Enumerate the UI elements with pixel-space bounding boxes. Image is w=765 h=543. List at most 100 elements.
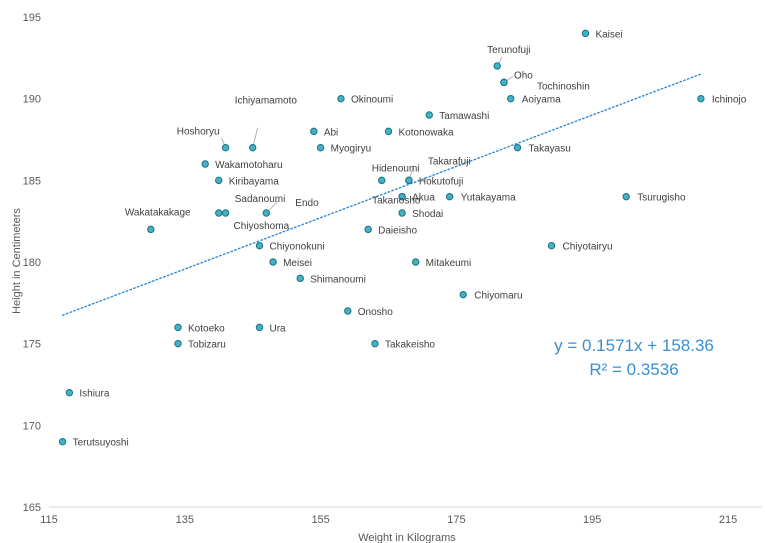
data-point [364,225,372,234]
data-point [255,241,264,250]
data-point [310,127,318,136]
point-label: Kotonowaka [399,127,454,138]
data-point [262,209,270,217]
trendline-equation: y = 0.1571x + 158.36 [554,336,714,355]
data-point [255,323,264,332]
y-tick-label: 180 [23,257,41,269]
data-point [344,307,352,315]
point-label: Takakeisho [385,340,435,351]
data-point [398,192,406,201]
point-label: Okinoumi [351,95,393,106]
data-point [513,143,522,152]
point-label: Kotoeko [188,323,225,334]
point-label: Ichinojo [712,95,747,106]
x-tick-labels: 115 135 155 175 195 215 [40,514,737,526]
point-label: Shimanoumi [310,274,366,285]
data-point [269,258,277,266]
point-label: Chiyotairyu [562,242,612,253]
data-point [405,176,413,185]
point-label: Kaisei [595,29,622,40]
data-point [622,192,630,201]
data-point [547,241,556,250]
label-leader-lines [221,56,514,214]
point-label: Tsurugisho [637,193,686,204]
point-label: Sadanoumi [235,194,286,205]
x-tick-label: 115 [40,514,58,526]
y-tick-label: 170 [23,420,41,432]
point-label: Ura [270,323,287,334]
point-label: Yutakayama [461,193,516,204]
data-point [215,176,223,185]
point-label: Takarafuji [428,156,471,167]
point-label: Takayasu [529,144,571,155]
y-tick-labels: 165 170 175 180 185 190 195 [23,12,41,514]
data-point [221,209,230,217]
data-point [425,111,433,119]
point-label: Wakatakakage [125,207,191,218]
data-point [296,274,304,283]
data-point [337,94,345,103]
x-tick-label: 175 [447,514,465,526]
r-squared-label: R² = 0.3536 [589,360,678,379]
x-tick-label: 155 [311,514,329,526]
point-label: Mitakeumi [426,258,472,269]
point-label: Hoshoryu [177,127,220,138]
point-label: Daieisho [378,225,417,236]
point-labels: Kaisei Terunofuji Oho Tochinoshin Okinoumi Ao… [73,29,747,448]
data-points [58,29,705,446]
point-label: Myogiryu [331,144,372,155]
data-point [493,62,501,70]
point-label: Onosho [358,307,393,318]
point-label: Aoiyama [522,95,561,106]
point-label: Kiribayama [229,176,279,187]
y-tick-label: 185 [23,175,41,187]
y-axis-title: Height in Centimeters [11,208,23,314]
data-point [58,437,67,446]
point-label: Chiyonokuni [270,242,325,253]
data-point [445,192,454,201]
point-label: Tobizaru [188,340,226,351]
point-label: Akua [412,193,435,204]
data-point [249,143,257,152]
point-label: Chiyoshoma [234,221,290,232]
y-tick-label: 190 [23,94,41,106]
y-tick-label: 175 [23,339,41,351]
point-label: Ishiura [79,389,109,400]
data-point [398,209,406,217]
point-label: Takanosho [372,196,421,207]
x-axis-title: Weight in Kilograms [358,532,456,543]
data-point [459,290,467,299]
data-point [147,225,155,234]
data-point [174,339,182,348]
point-label: Wakamotoharu [215,160,282,171]
point-label: Ichiyamamoto [235,96,298,107]
point-label: Chiyomaru [474,291,522,302]
point-label: Hidenoumi [372,163,420,174]
data-point [697,94,705,103]
trendline [61,73,702,316]
point-label: Terutsuyoshi [73,438,129,449]
data-point [500,78,508,87]
data-point [411,258,420,266]
point-label: Tamawashi [439,111,489,122]
point-label: Endo [295,198,319,209]
x-tick-label: 215 [719,514,737,526]
point-label: Tochinoshin [537,81,590,92]
point-label: Shodai [412,209,443,220]
data-point [581,29,590,38]
data-point [507,94,515,103]
y-tick-label: 165 [23,502,41,514]
point-label: Hokutofuji [419,176,463,187]
data-point [201,160,209,168]
point-label: Abi [324,127,338,138]
data-point [174,323,182,332]
data-point [65,388,74,397]
data-point [316,143,325,152]
point-label: Oho [514,70,533,81]
data-point [215,209,223,217]
data-point [221,143,230,152]
y-tick-label: 195 [23,12,41,24]
x-tick-label: 135 [176,514,194,526]
data-point [371,339,379,348]
trendline-path [61,73,702,316]
